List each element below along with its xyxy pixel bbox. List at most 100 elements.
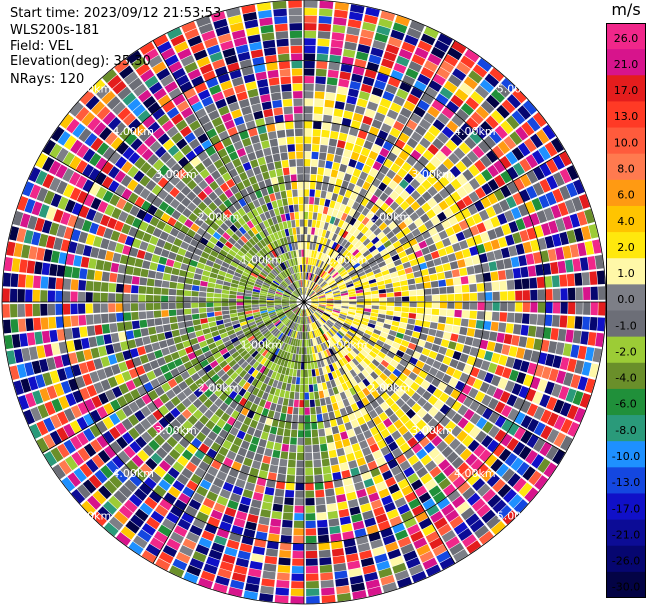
velocity-gate — [204, 409, 214, 419]
velocity-gate — [248, 249, 256, 257]
velocity-gate — [469, 131, 482, 145]
velocity-gate — [539, 441, 553, 457]
velocity-gate — [347, 313, 355, 318]
velocity-gate — [187, 265, 197, 273]
velocity-gate — [339, 247, 347, 255]
velocity-gate — [473, 444, 486, 457]
velocity-gate — [304, 211, 309, 220]
velocity-gate — [114, 242, 125, 254]
velocity-gate — [337, 384, 344, 393]
velocity-gate — [345, 318, 353, 323]
velocity-gate — [175, 192, 186, 203]
velocity-gate — [430, 250, 440, 260]
velocity-gate — [315, 83, 326, 92]
velocity-gate — [304, 219, 308, 227]
velocity-gate — [290, 313, 296, 320]
velocity-gate — [380, 58, 395, 69]
velocity-gate — [356, 254, 365, 262]
velocity-gate — [364, 305, 372, 309]
velocity-gate — [311, 219, 317, 228]
velocity-gate — [236, 291, 245, 296]
velocity-gate — [377, 261, 387, 268]
velocity-gate — [337, 330, 345, 337]
velocity-gate — [475, 273, 484, 283]
velocity-gate — [397, 221, 407, 231]
velocity-gate — [11, 258, 21, 273]
velocity-gate — [408, 313, 417, 319]
velocity-gate — [244, 400, 253, 410]
velocity-gate — [419, 550, 435, 563]
velocity-gate — [157, 94, 171, 107]
velocity-gate — [424, 341, 433, 350]
velocity-gate — [513, 499, 529, 514]
velocity-gate — [359, 406, 368, 416]
velocity-gate — [445, 366, 456, 377]
velocity-gate — [332, 362, 339, 371]
velocity-gate — [116, 312, 124, 322]
velocity-gate — [83, 428, 96, 442]
velocity-gate — [202, 270, 211, 277]
velocity-gate — [525, 388, 537, 402]
velocity-gate — [99, 126, 112, 141]
velocity-gate — [295, 483, 304, 491]
velocity-gate — [174, 443, 186, 455]
velocity-gate — [180, 334, 190, 342]
velocity-gate — [210, 509, 223, 521]
velocity-gate — [503, 136, 517, 150]
velocity-gate — [265, 277, 273, 284]
velocity-gate — [565, 329, 574, 343]
velocity-gate — [154, 386, 165, 397]
velocity-gate — [358, 188, 368, 197]
velocity-gate — [147, 270, 157, 279]
velocity-gate — [368, 54, 382, 65]
velocity-gate — [552, 355, 562, 369]
velocity-gate — [340, 292, 349, 296]
velocity-gate — [245, 81, 257, 91]
velocity-gate — [166, 361, 177, 371]
velocity-gate — [438, 459, 451, 471]
velocity-gate — [456, 501, 470, 515]
velocity-gate — [247, 335, 256, 342]
velocity-gate — [498, 354, 508, 366]
velocity-gate — [325, 307, 333, 311]
velocity-gate — [448, 234, 459, 245]
velocity-gate — [152, 61, 167, 75]
velocity-gate — [183, 235, 193, 244]
velocity-gate — [497, 377, 508, 390]
velocity-gate — [110, 262, 120, 273]
velocity-gate — [198, 404, 209, 414]
velocity-gate — [289, 284, 295, 291]
velocity-gate — [560, 435, 573, 451]
velocity-gate — [281, 262, 287, 270]
velocity-gate — [103, 261, 112, 272]
velocity-gate — [153, 295, 161, 302]
velocity-gate — [176, 391, 187, 402]
velocity-gate — [108, 282, 117, 293]
velocity-gate — [339, 516, 351, 525]
velocity-gate — [292, 189, 298, 197]
velocity-gate — [228, 237, 237, 245]
velocity-gate — [230, 371, 239, 381]
velocity-gate — [306, 347, 310, 355]
velocity-gate — [350, 151, 360, 161]
velocity-gate — [337, 501, 348, 511]
velocity-gate — [224, 377, 234, 386]
velocity-gate — [461, 155, 473, 168]
velocity-gate — [326, 339, 333, 348]
velocity-gate — [224, 119, 236, 130]
velocity-gate — [362, 510, 374, 520]
velocity-gate — [229, 286, 238, 292]
velocity-gate — [201, 373, 211, 383]
velocity-gate — [421, 93, 434, 105]
velocity-gate — [382, 582, 398, 593]
velocity-gate — [361, 396, 370, 406]
velocity-gate — [138, 285, 147, 294]
velocity-gate — [165, 205, 176, 216]
velocity-gate — [176, 231, 186, 241]
velocity-gate — [202, 121, 214, 132]
velocity-gate — [260, 312, 269, 316]
velocity-gate — [283, 504, 294, 513]
velocity-gate — [291, 306, 298, 311]
velocity-gate — [173, 358, 183, 367]
velocity-gate — [214, 186, 224, 197]
